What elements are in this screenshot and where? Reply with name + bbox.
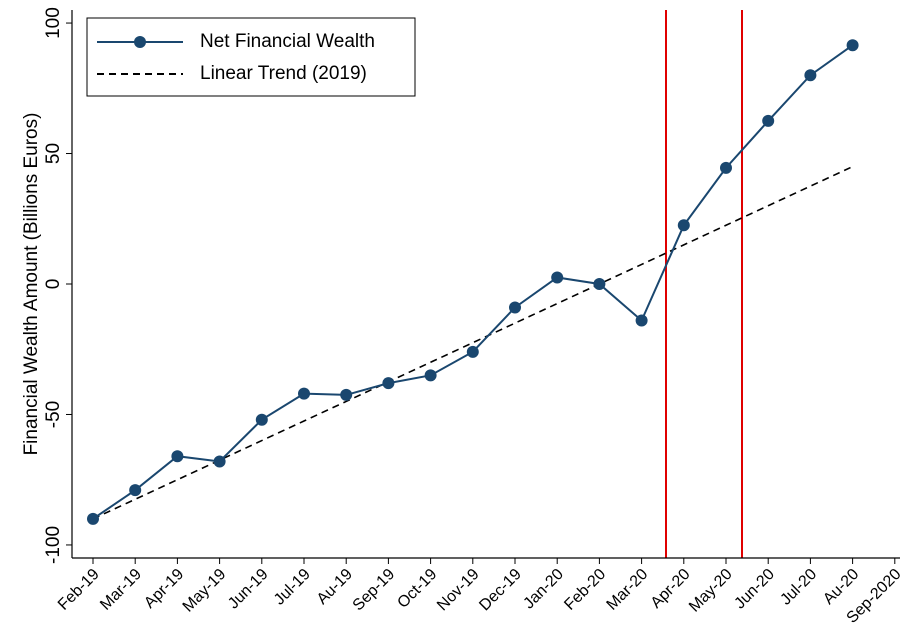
series-line: [92, 165, 853, 520]
legend-marker: [134, 36, 146, 48]
data-point: [846, 39, 859, 52]
x-tick-label: Jun-19: [225, 566, 272, 613]
x-tick-label: Nov-19: [434, 566, 483, 615]
y-tick-label: -100: [43, 526, 64, 564]
x-tick-label: May-19: [180, 566, 230, 616]
legend-label: Net Financial Wealth: [200, 31, 375, 52]
x-tick-label: Jul-19: [271, 566, 314, 609]
data-point: [213, 455, 226, 468]
y-tick-label: 50: [43, 143, 64, 164]
data-point: [255, 413, 268, 426]
data-point: [551, 271, 564, 284]
x-tick-label: Mar-19: [97, 566, 145, 614]
x-tick-label: Dec-19: [476, 566, 525, 615]
x-tick-label: Feb-19: [55, 566, 103, 614]
x-tick-label: Jun-20: [731, 566, 778, 613]
y-tick-label: 100: [43, 7, 64, 39]
data-point: [424, 369, 437, 382]
data-point: [129, 484, 142, 497]
data-point: [804, 69, 817, 82]
x-tick-label: Mar-20: [604, 566, 652, 614]
data-point: [382, 377, 395, 390]
x-tick-label: Feb-20: [561, 566, 609, 614]
x-tick-label: Jul-20: [777, 566, 820, 609]
legend-box: [86, 17, 416, 97]
data-point: [509, 301, 521, 314]
data-point: [171, 450, 184, 463]
data-point: [340, 388, 353, 401]
data-point: [677, 219, 690, 232]
x-tick-label: May-20: [686, 566, 736, 616]
data-point: [635, 314, 648, 327]
data-point: [720, 161, 732, 174]
x-tick-label: Jan-20: [520, 566, 567, 613]
data-point: [466, 345, 479, 358]
data-point: [762, 114, 775, 127]
x-tick-label: Oct-19: [394, 566, 440, 612]
y-axis-title: Financial Wealth Amount (Billions Euros): [21, 113, 42, 456]
data-point: [87, 512, 99, 525]
data-point: [298, 387, 310, 400]
legend-label: Linear Trend (2019): [200, 63, 367, 84]
data-point: [593, 278, 606, 290]
y-tick-label: 0: [43, 279, 64, 290]
y-tick-label: -50: [43, 401, 64, 428]
series-line: [92, 44, 854, 520]
x-tick-label: Sep-19: [350, 566, 399, 615]
